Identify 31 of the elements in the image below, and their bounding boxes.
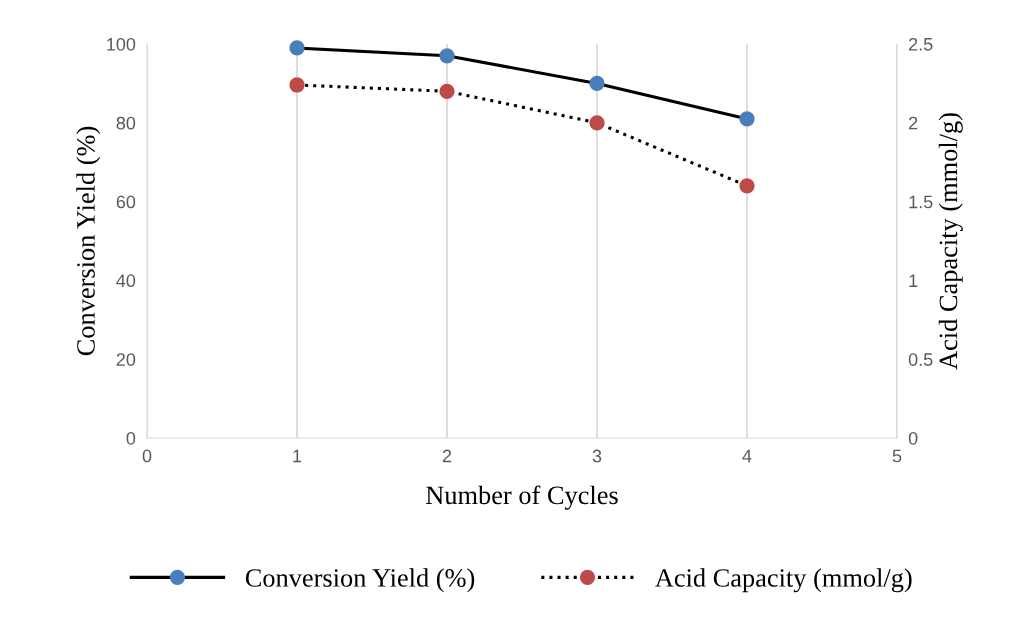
y-tick-label: 0 — [126, 431, 136, 445]
legend-label: Conversion Yield (%) — [245, 568, 475, 593]
x-axis-title: Number of Cycles — [426, 485, 618, 510]
y-axis-title: Conversion Yield (%) — [76, 126, 101, 356]
y2-tick-label: 0 — [908, 431, 918, 445]
y2-tick-label: 1 — [909, 274, 918, 287]
y2-tick-label: 0.5 — [908, 353, 933, 366]
point — [589, 115, 605, 131]
x-tick-label: 5 — [892, 449, 902, 463]
point — [439, 83, 455, 99]
y-tick-label: 40 — [116, 274, 136, 288]
point — [739, 178, 755, 194]
y-tick-label: 60 — [116, 195, 136, 209]
x-tick-label: 0 — [142, 449, 152, 463]
y-tick-label: 80 — [116, 116, 136, 130]
point — [439, 48, 455, 64]
y2-tick-label: 2.5 — [909, 37, 933, 51]
point — [289, 40, 305, 56]
y2-axis-title: Acid Capacity (mmol/g) — [938, 113, 963, 370]
x-tick-label: 1 — [293, 449, 302, 463]
point — [589, 75, 605, 92]
x-tick-label: 3 — [592, 449, 602, 463]
y2-tick-label: 1.5 — [909, 195, 933, 209]
x-tick-label: 2 — [442, 449, 452, 463]
y2-tick-label: 2 — [909, 116, 918, 130]
x-tick-label: 4 — [742, 449, 752, 463]
point — [289, 77, 305, 93]
point — [739, 111, 755, 127]
y-tick-label: 20 — [116, 353, 136, 366]
legend-label: Acid Capacity (mmol/g) — [655, 568, 912, 593]
y-tick-label: 100 — [107, 37, 136, 51]
